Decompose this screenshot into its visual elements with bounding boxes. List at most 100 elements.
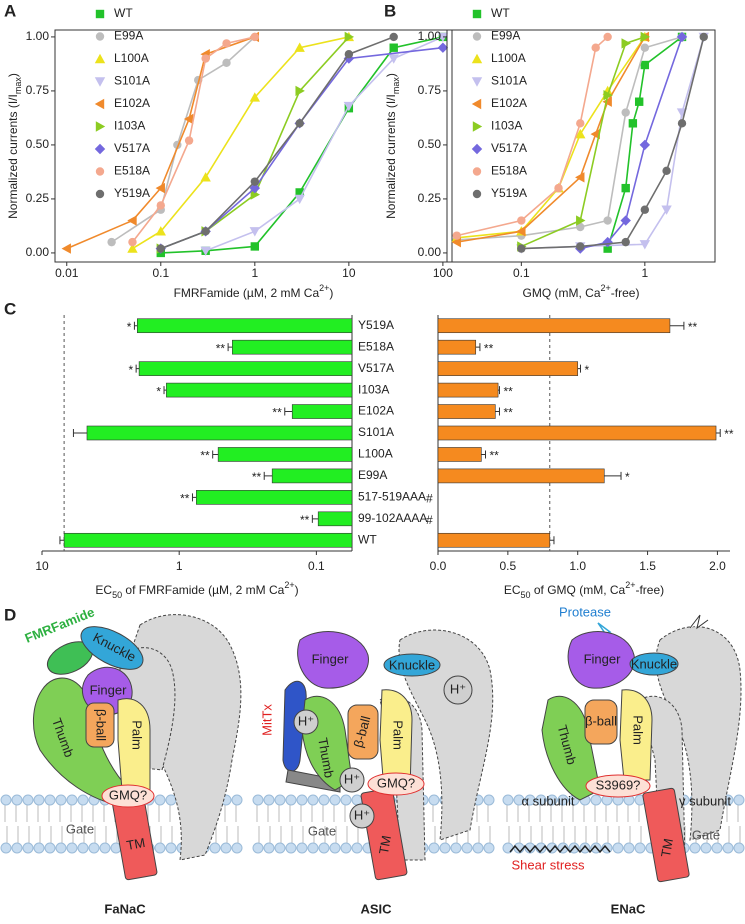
significance: ** bbox=[724, 427, 734, 441]
bar bbox=[437, 361, 579, 376]
x-tick-label: 0.5 bbox=[500, 559, 517, 573]
point bbox=[517, 216, 526, 225]
lipid-head bbox=[428, 794, 440, 806]
knuckle-label: Knuckle bbox=[389, 657, 435, 672]
point bbox=[128, 237, 137, 247]
lipid-head bbox=[340, 842, 352, 854]
gate-label: Gate bbox=[692, 827, 720, 842]
proton bbox=[339, 767, 365, 793]
beta-ball bbox=[85, 702, 115, 748]
lipid-head bbox=[351, 842, 363, 854]
lipid-head bbox=[318, 794, 330, 806]
axis-label-part: ) bbox=[329, 286, 333, 300]
significance: ** bbox=[252, 470, 262, 484]
legend-marker bbox=[471, 143, 483, 155]
x-tick-label: 10 bbox=[342, 266, 356, 280]
legend-marker bbox=[472, 32, 482, 41]
point bbox=[628, 119, 638, 128]
point bbox=[295, 119, 304, 128]
x-tick-label: 1 bbox=[176, 559, 183, 573]
significance: ** bbox=[490, 449, 500, 463]
bar bbox=[86, 425, 353, 441]
legend-label: Y519A bbox=[114, 186, 150, 200]
proton-label: H⁺ bbox=[354, 807, 370, 822]
bar bbox=[437, 468, 605, 484]
category-label: V517A bbox=[358, 361, 394, 375]
lipid-head bbox=[483, 794, 495, 806]
legend-label: E99A bbox=[491, 29, 520, 43]
lipid-head bbox=[513, 794, 525, 806]
point bbox=[295, 188, 304, 197]
lipid-head bbox=[11, 842, 23, 854]
significance: * bbox=[156, 384, 161, 398]
point bbox=[155, 182, 165, 194]
site-label: GMQ? bbox=[377, 775, 415, 790]
point bbox=[388, 54, 399, 64]
fit-line bbox=[456, 36, 609, 237]
subunit bbox=[655, 626, 742, 841]
y-tick-label: 0.75 bbox=[26, 83, 50, 97]
x-tick-label: 1 bbox=[641, 266, 648, 280]
point bbox=[677, 119, 687, 128]
lipid-head bbox=[44, 842, 56, 854]
legend-label: E518A bbox=[491, 164, 527, 178]
bar bbox=[437, 382, 499, 398]
bar bbox=[63, 532, 353, 548]
legend-marker bbox=[471, 98, 482, 110]
axis-label-part: 50 bbox=[112, 590, 122, 600]
significance: * bbox=[625, 470, 630, 484]
error-bar bbox=[481, 450, 487, 459]
bar bbox=[437, 339, 477, 355]
point bbox=[639, 240, 651, 250]
x-tick-label: 0.01 bbox=[55, 266, 79, 280]
lipid-head bbox=[329, 842, 341, 854]
bar bbox=[437, 532, 551, 548]
axis-label-part: Normalized currents (I/I bbox=[6, 94, 20, 219]
lipid-head bbox=[154, 842, 166, 854]
category-label: E99A bbox=[358, 468, 387, 482]
point bbox=[516, 226, 526, 237]
lipid-head bbox=[502, 842, 514, 854]
legend-marker bbox=[94, 143, 106, 155]
lipid-head bbox=[274, 794, 286, 806]
axis-label-part: -free) bbox=[611, 286, 640, 300]
point bbox=[603, 244, 612, 253]
site bbox=[585, 774, 651, 798]
significance: * bbox=[128, 363, 133, 377]
panel-label: A bbox=[4, 1, 16, 20]
point bbox=[250, 189, 261, 200]
point bbox=[603, 90, 613, 101]
point bbox=[676, 31, 688, 43]
site bbox=[367, 772, 425, 796]
lipid-head bbox=[88, 842, 100, 854]
point bbox=[662, 166, 671, 176]
axis-label-part: -free) bbox=[635, 583, 664, 597]
lipid-head bbox=[252, 842, 264, 854]
tm-label: TM bbox=[658, 837, 676, 858]
lipid-head bbox=[296, 794, 308, 806]
lipid-head bbox=[546, 842, 558, 854]
legend-label: V517A bbox=[491, 141, 527, 155]
axis-label-part: ) bbox=[6, 73, 20, 77]
error-bar bbox=[495, 407, 500, 416]
knuckle bbox=[80, 626, 144, 670]
point bbox=[184, 136, 194, 145]
finger-label: Finger bbox=[312, 651, 350, 666]
stress-line bbox=[509, 844, 611, 854]
lipid-head bbox=[285, 794, 297, 806]
lipid-head bbox=[77, 842, 89, 854]
lipid-head bbox=[285, 842, 297, 854]
point bbox=[437, 42, 449, 53]
cleavage bbox=[689, 614, 709, 630]
palm-label: Palm bbox=[130, 720, 145, 750]
bar bbox=[217, 447, 353, 462]
axis-label-part: 2+ bbox=[625, 580, 635, 590]
fit-line bbox=[521, 36, 705, 250]
y-tick-label: 1.00 bbox=[26, 29, 50, 43]
error-bar bbox=[604, 471, 622, 480]
thumb-label: Thumb bbox=[315, 737, 337, 779]
error-bar bbox=[163, 386, 167, 395]
x-tick-label: 100 bbox=[433, 266, 453, 280]
axis-label: EC50 of FMRFamide (µM, 2 mM Ca2+) bbox=[95, 580, 298, 600]
